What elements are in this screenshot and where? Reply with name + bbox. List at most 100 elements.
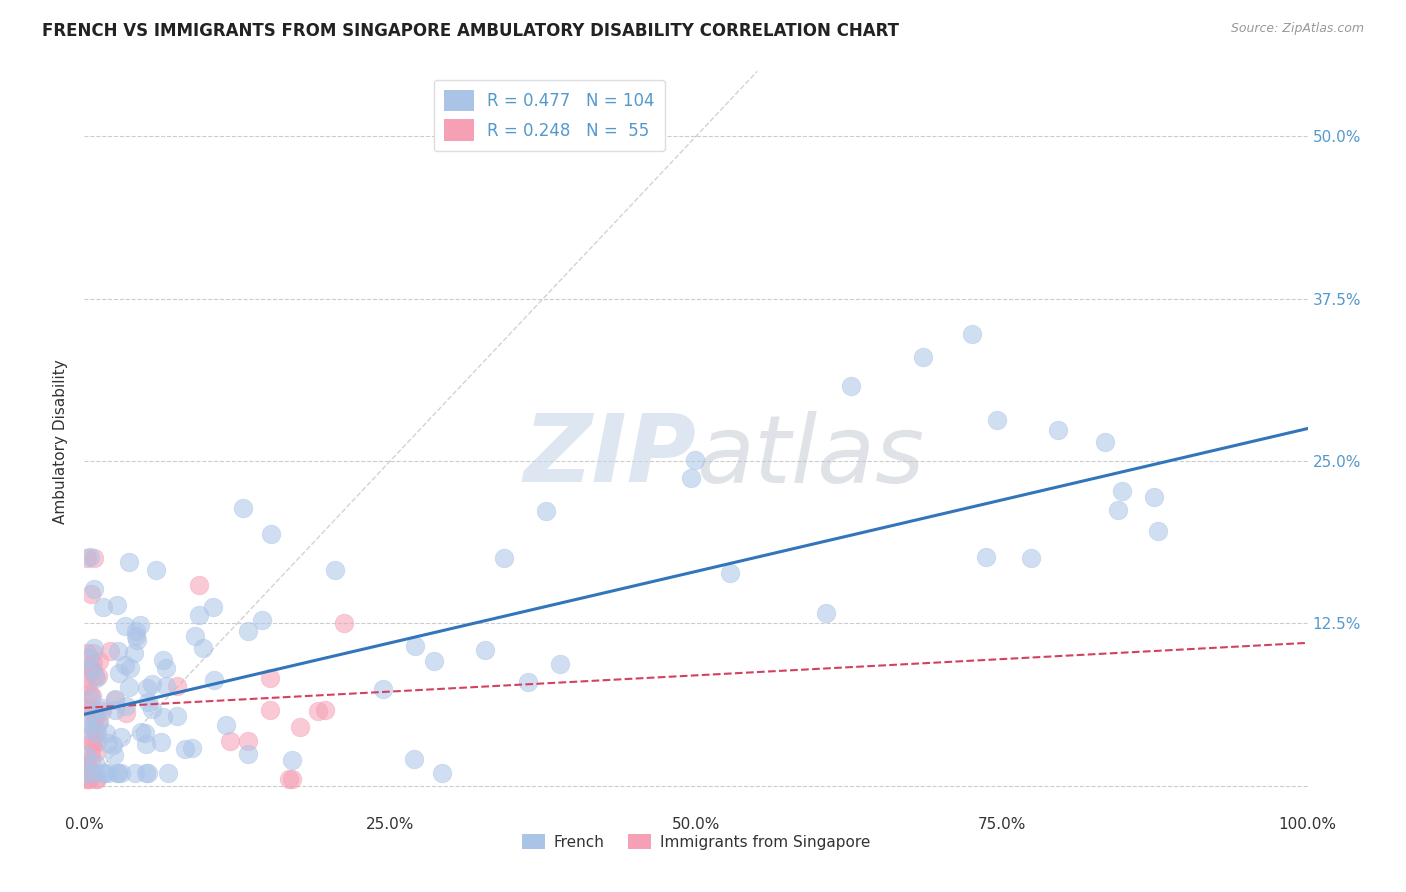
- Point: [1147, 524, 1170, 538]
- Point: [75, 748, 97, 763]
- Point: [180, 741, 202, 756]
- Point: [679, 470, 702, 484]
- Point: [187, 608, 209, 623]
- Point: [174, 742, 197, 756]
- Point: [166, 709, 188, 723]
- Point: [183, 629, 205, 643]
- Point: [87, 654, 110, 668]
- Point: [107, 643, 129, 657]
- Point: [77, 772, 100, 787]
- Point: [83, 551, 105, 566]
- Point: [1047, 423, 1070, 437]
- Point: [118, 680, 141, 694]
- Point: [83, 706, 105, 721]
- Point: [516, 675, 538, 690]
- Point: [145, 563, 167, 577]
- Point: [76, 722, 98, 736]
- Point: [114, 619, 136, 633]
- Point: [155, 679, 177, 693]
- Point: [404, 639, 426, 653]
- Point: [83, 641, 105, 656]
- Point: [202, 673, 225, 687]
- Point: [423, 654, 446, 668]
- Point: [80, 735, 103, 749]
- Point: [98, 644, 121, 658]
- Point: [75, 772, 97, 787]
- Point: [125, 633, 148, 648]
- Point: [79, 746, 101, 760]
- Point: [103, 747, 125, 762]
- Point: [77, 700, 100, 714]
- Point: [82, 689, 104, 703]
- Point: [134, 725, 156, 739]
- Point: [79, 549, 101, 564]
- Point: [250, 613, 273, 627]
- Text: atlas: atlas: [696, 411, 924, 502]
- Point: [290, 720, 312, 734]
- Point: [1111, 484, 1133, 499]
- Point: [79, 651, 101, 665]
- Point: [75, 765, 97, 780]
- Legend: French, Immigrants from Singapore: French, Immigrants from Singapore: [516, 828, 876, 856]
- Point: [187, 578, 209, 592]
- Point: [122, 646, 145, 660]
- Point: [80, 753, 103, 767]
- Point: [135, 737, 157, 751]
- Point: [136, 681, 159, 695]
- Point: [314, 703, 336, 717]
- Point: [76, 763, 98, 777]
- Point: [83, 715, 105, 730]
- Point: [1142, 490, 1164, 504]
- Point: [86, 726, 108, 740]
- Point: [76, 551, 98, 566]
- Point: [136, 765, 159, 780]
- Point: [911, 350, 934, 364]
- Point: [75, 716, 97, 731]
- Point: [82, 657, 104, 671]
- Point: [75, 758, 97, 772]
- Point: [86, 726, 108, 740]
- Point: [202, 600, 225, 615]
- Point: [125, 629, 148, 643]
- Point: [307, 704, 329, 718]
- Point: [152, 653, 174, 667]
- Point: [87, 714, 110, 729]
- Point: [548, 657, 571, 671]
- Point: [129, 724, 152, 739]
- Point: [323, 563, 346, 577]
- Point: [128, 618, 150, 632]
- Point: [118, 555, 141, 569]
- Point: [215, 717, 238, 731]
- Point: [373, 681, 395, 696]
- Point: [839, 378, 862, 392]
- Point: [683, 452, 706, 467]
- Point: [125, 624, 148, 638]
- Point: [77, 772, 100, 787]
- Point: [84, 671, 107, 685]
- Point: [76, 680, 98, 694]
- Point: [91, 704, 114, 718]
- Point: [104, 691, 127, 706]
- Point: [218, 734, 240, 748]
- Point: [84, 745, 107, 759]
- Point: [82, 646, 104, 660]
- Point: [156, 765, 179, 780]
- Point: [107, 666, 129, 681]
- Point: [83, 756, 105, 770]
- Point: [82, 738, 104, 752]
- Point: [974, 549, 997, 564]
- Point: [152, 710, 174, 724]
- Point: [79, 766, 101, 780]
- Point: [259, 702, 281, 716]
- Point: [80, 691, 103, 706]
- Point: [86, 706, 108, 720]
- Point: [430, 765, 453, 780]
- Point: [232, 501, 254, 516]
- Point: [1021, 551, 1043, 566]
- Point: [281, 772, 304, 787]
- Point: [91, 600, 114, 615]
- Point: [115, 706, 138, 721]
- Point: [93, 765, 115, 780]
- Point: [101, 739, 124, 753]
- Point: [91, 765, 114, 780]
